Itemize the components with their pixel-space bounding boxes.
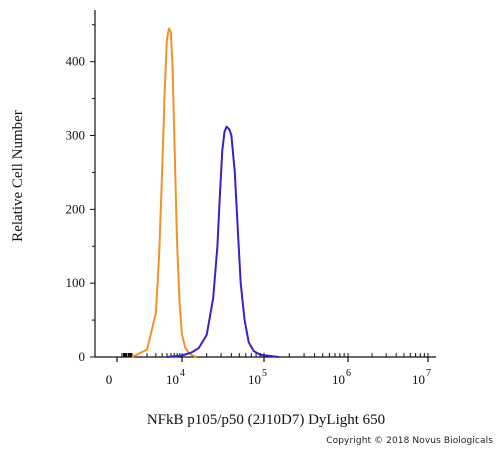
copyright-notice: Copyright © 2018 Novus Biologicals bbox=[326, 436, 493, 446]
y-tick-label: 100 bbox=[66, 275, 86, 290]
y-axis-title: Relative Cell Number bbox=[10, 110, 26, 242]
y-tick-label: 300 bbox=[66, 128, 86, 143]
y-tick-label: 0 bbox=[79, 349, 86, 364]
x-tick-exponent: 6 bbox=[346, 368, 351, 379]
y-ticks: 0 100 200 300 400 bbox=[66, 24, 95, 364]
x-ticks: 0 10 4 10 5 10 6 10 7 bbox=[106, 353, 431, 387]
x-tick-exponent: 4 bbox=[180, 368, 185, 379]
x-tick-exponent: 5 bbox=[262, 368, 267, 379]
x-tick-label: 10 bbox=[248, 372, 261, 387]
x-axis-title: NFkB p105/p50 (2J10D7) DyLight 650 bbox=[147, 412, 385, 428]
x-tick-label: 10 bbox=[166, 372, 179, 387]
x-tick-exponent: 7 bbox=[426, 368, 431, 379]
y-tick-label: 200 bbox=[66, 201, 86, 216]
histogram-series-1 bbox=[131, 27, 197, 358]
histogram-series-2 bbox=[166, 125, 279, 358]
x-tick-label: 10 bbox=[332, 372, 345, 387]
x-tick-label: 10 bbox=[412, 372, 425, 387]
axes bbox=[94, 10, 436, 358]
y-tick-label: 400 bbox=[66, 54, 86, 69]
x-tick-label: 0 bbox=[106, 372, 113, 387]
series-layer bbox=[131, 27, 279, 358]
